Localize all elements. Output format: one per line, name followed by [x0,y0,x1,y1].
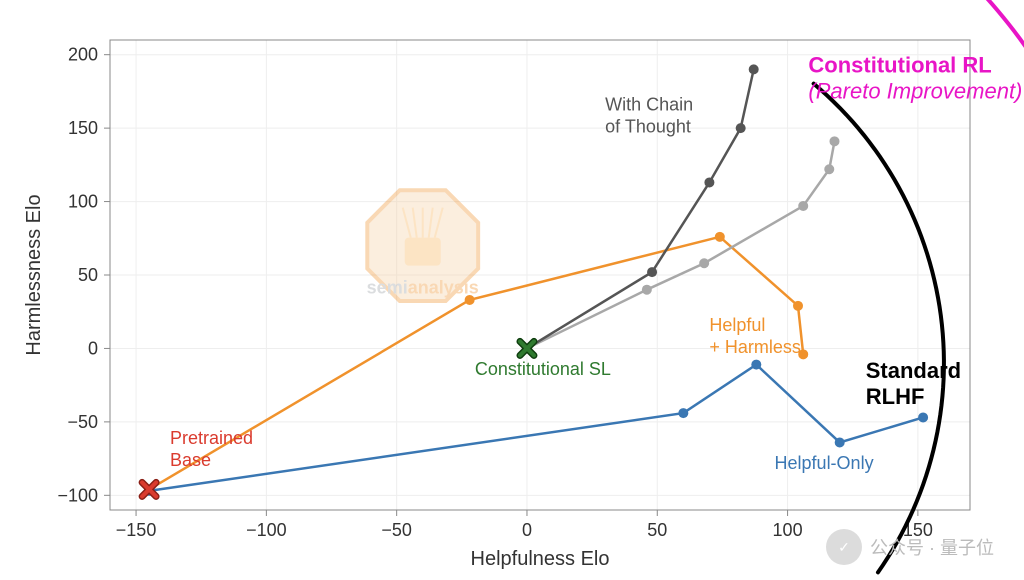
series-helpful-harmless-label: + Harmless [709,337,801,357]
series-gray-point [829,136,839,146]
frontier-label: Constitutional RL [808,52,991,77]
svg-text:100: 100 [773,520,803,540]
marker-constitutional-sl-label: Constitutional SL [475,359,611,379]
series-chain-of-thought-label: With Chain [605,95,693,115]
marker-pretrained-base-label: Base [170,450,211,470]
series-chain-of-thought-point [647,267,657,277]
series-gray-point [824,164,834,174]
series-helpful-harmless-point [715,232,725,242]
svg-text:150: 150 [68,118,98,138]
series-helpful-only-point [835,437,845,447]
series-gray-point [699,258,709,268]
watermark-bottom: ✓ 公众号 · 量子位 [826,529,994,565]
frontier-label: (Pareto Improvement) [808,78,1022,103]
series-helpful-only-point [678,408,688,418]
svg-text:0: 0 [88,338,98,358]
y-axis-label: Harmlessness Elo [23,194,45,355]
marker-pretrained-base-label: Pretrained [170,428,253,448]
svg-text:−50: −50 [381,520,412,540]
series-chain-of-thought-point [736,123,746,133]
svg-text:200: 200 [68,45,98,65]
series-chain-of-thought-point [749,64,759,74]
series-helpful-harmless-point [793,301,803,311]
watermark-bottom-text: 公众号 · 量子位 [870,534,994,560]
svg-text:100: 100 [68,192,98,212]
series-gray-point [642,285,652,295]
elo-chart: semianalysis −150 −100 −50 0 50 100 150 −100 −50 0… [0,0,1024,580]
series-helpful-only-label: Helpful-Only [775,453,874,473]
svg-text:−150: −150 [116,520,157,540]
wechat-icon: ✓ [826,529,862,565]
svg-text:−100: −100 [57,485,98,505]
frontier-label: RLHF [866,384,925,409]
svg-text:−100: −100 [246,520,287,540]
svg-text:50: 50 [78,265,98,285]
svg-text:50: 50 [647,520,667,540]
x-axis-label: Helpfulness Elo [471,548,610,570]
series-chain-of-thought-label: of Thought [605,117,691,137]
frontier-label: Standard [866,358,961,383]
series-helpful-only-point [751,360,761,370]
watermark-center: semianalysis [367,190,479,301]
svg-text:0: 0 [522,520,532,540]
series-gray-point [798,201,808,211]
series-helpful-only-point [918,412,928,422]
svg-text:−50: −50 [67,412,98,432]
svg-text:semianalysis: semianalysis [367,278,479,298]
series-helpful-harmless-point [465,295,475,305]
series-helpful-harmless-label: Helpful [709,315,765,335]
series-chain-of-thought-point [704,177,714,187]
